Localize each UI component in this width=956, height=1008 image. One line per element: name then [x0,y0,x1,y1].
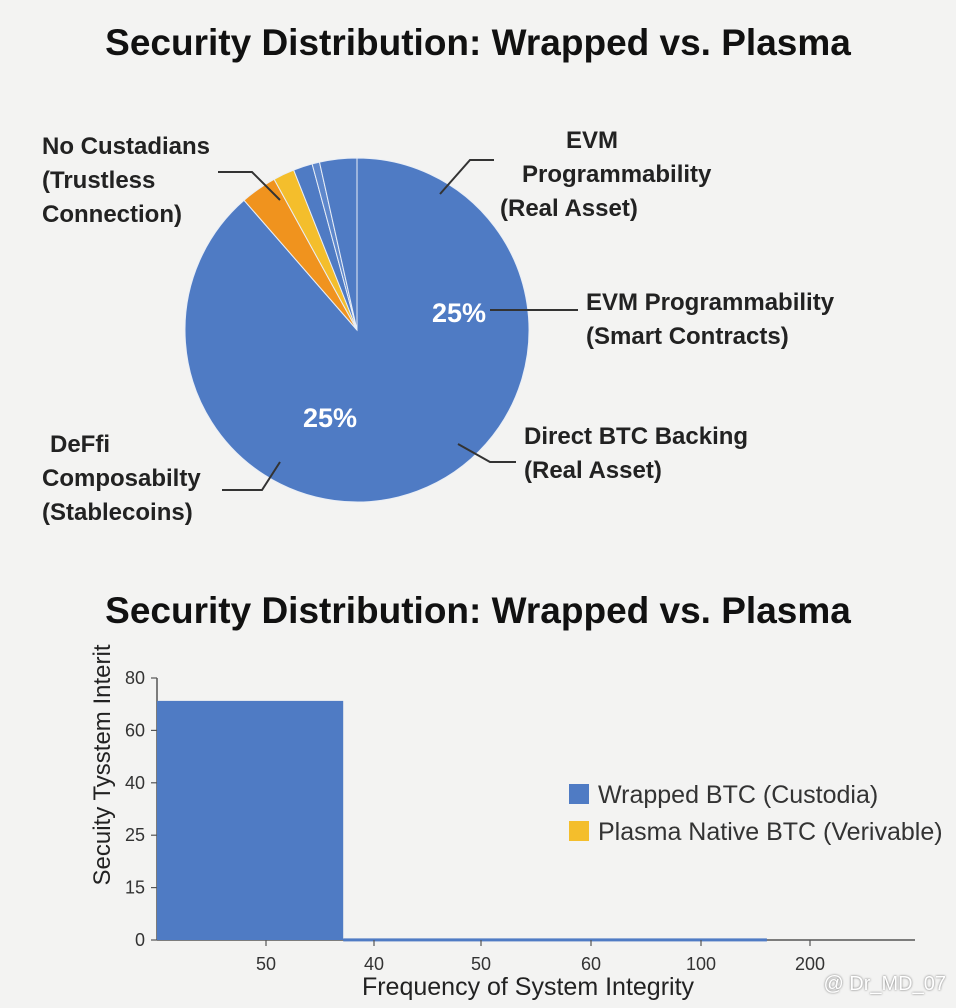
pie-data-label: 25% [432,298,487,328]
x-tick-label: 100 [686,954,716,974]
legend-swatch [569,784,589,804]
legend-label: Wrapped BTC (Custodia) [598,781,878,809]
pie-data-label: 25% [303,403,358,433]
leader-no-custodians [218,171,281,201]
x-tick-label: 50 [471,954,491,974]
y-tick-label: 40 [125,773,145,793]
y-tick-label: 80 [125,668,145,688]
y-tick-label: 15 [125,878,145,898]
legend: Wrapped BTC (Custodia) Plasma Native BTC … [569,781,943,846]
y-tick-label: 0 [135,930,145,950]
bar [157,700,344,940]
label-direct-btc: Direct BTC Backing (Real Asset) [524,423,749,484]
label-evm-smart: EVM Programmability (Smart Contracts) [586,289,835,350]
y-axis-label: Secuity Tysstem Interit [89,644,116,885]
pie-slice [318,157,358,331]
leader-direct-btc [457,443,516,463]
x-tick-label: 60 [581,954,601,974]
bar-chart-title: Security Distribution: Wrapped vs. Plasm… [105,590,851,631]
label-defi: DeFfi Composabilty (Stablecoins) [42,431,201,526]
x-tick-label: 40 [364,954,384,974]
x-tick-label: 200 [795,954,825,974]
label-no-custodians: No Custadians (Trustless Connection) [42,133,211,228]
x-tick-label: 50 [256,954,276,974]
watermark: @ Dr_MD_07 [823,973,946,995]
y-tick-label: 25 [125,825,145,845]
legend-label: Plasma Native BTC (Verivable) [598,818,943,846]
pie-chart-title: Security Distribution: Wrapped vs. Plasm… [105,22,851,63]
pie-chart [184,157,578,503]
bar [343,938,767,942]
x-axis-label: Frequency of System Integrity [362,973,695,1001]
label-evm-real: EVM Programmability (Real Asset) [500,127,712,222]
legend-swatch [569,821,589,841]
y-tick-label: 60 [125,720,145,740]
leader-evm-real [439,159,494,195]
leader-defi [222,461,281,491]
